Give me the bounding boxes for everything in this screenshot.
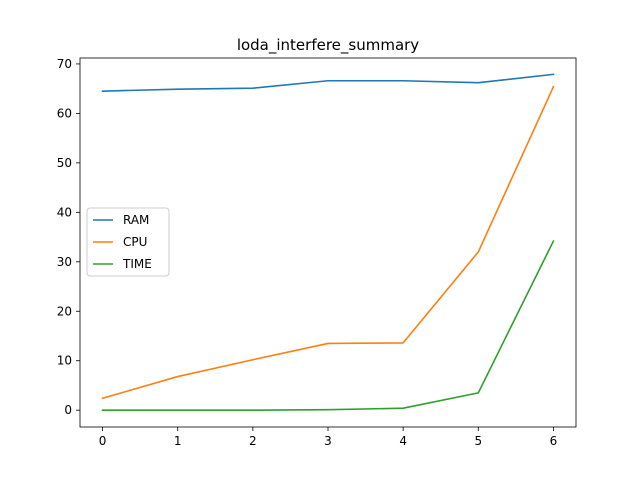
x-axis: 0 1 2 3 4 5 6 bbox=[99, 427, 558, 448]
series-line-cpu bbox=[101, 85, 555, 400]
x-tick-label: 5 bbox=[474, 434, 482, 448]
y-tick-label: 50 bbox=[57, 156, 72, 170]
y-tick-label: 10 bbox=[57, 354, 72, 368]
chart-title: loda_interfere_summary bbox=[237, 36, 419, 55]
x-tick-label: 3 bbox=[324, 434, 332, 448]
x-tick-label: 0 bbox=[99, 434, 107, 448]
series-lines bbox=[101, 73, 555, 411]
series-line-time bbox=[101, 239, 555, 411]
x-tick-label: 4 bbox=[399, 434, 407, 448]
legend-label-ram: RAM bbox=[123, 213, 149, 227]
legend-label-time: TIME bbox=[122, 257, 152, 271]
legend-label-cpu: CPU bbox=[123, 235, 147, 249]
y-tick-label: 60 bbox=[57, 106, 72, 120]
y-axis: 0 10 20 30 40 50 60 70 bbox=[57, 57, 80, 417]
x-tick-label: 2 bbox=[249, 434, 257, 448]
y-tick-label: 70 bbox=[57, 57, 72, 71]
series-line-ram bbox=[101, 73, 555, 92]
y-tick-label: 30 bbox=[57, 255, 72, 269]
legend-box bbox=[86, 207, 170, 277]
y-tick-label: 20 bbox=[57, 304, 72, 318]
x-tick-label: 1 bbox=[174, 434, 182, 448]
legend: RAM CPU TIME bbox=[86, 207, 170, 277]
x-tick-label: 6 bbox=[550, 434, 558, 448]
y-tick-label: 40 bbox=[57, 205, 72, 219]
y-tick-label: 0 bbox=[64, 403, 72, 417]
